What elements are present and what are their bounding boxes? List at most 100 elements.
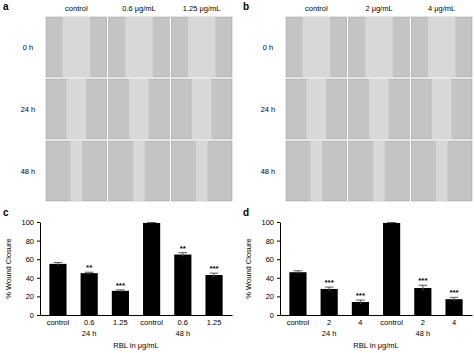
y-tick-mark: [37, 222, 40, 223]
y-tick-label: 80: [266, 237, 274, 246]
y-tick-label: 80: [26, 237, 34, 246]
x-tick: control: [287, 315, 310, 327]
significance: **: [180, 244, 187, 253]
y-tick-label: 100: [261, 218, 274, 227]
wound-region: [67, 79, 87, 139]
error-bar: [387, 222, 396, 224]
wound-region: [192, 79, 212, 139]
bar: [289, 272, 306, 315]
error-bar: [54, 262, 63, 265]
y-tick-label: 20: [266, 292, 274, 301]
x-tick: 1.25: [113, 315, 128, 327]
y-tick-label: 0: [30, 311, 34, 320]
panel-label: b: [243, 1, 249, 12]
wound-region: [129, 79, 149, 139]
error-bar-stem: [454, 297, 455, 301]
x-tick: 4: [452, 315, 456, 327]
y-axis-line: [280, 223, 281, 316]
y-tick-mark: [37, 241, 40, 242]
micrograph: [46, 17, 107, 77]
x-tick: 1.25: [207, 315, 222, 327]
plot-area: [49, 222, 222, 315]
micrograph: [109, 79, 170, 139]
micrograph: [286, 79, 347, 139]
error-bar: [179, 253, 188, 257]
column-label: 2 μg/mL: [365, 4, 392, 13]
error-bar: [147, 222, 156, 224]
wound-region: [369, 79, 389, 139]
y-tick-mark: [277, 278, 280, 279]
photo-panel: bcontrol2 μg/mL4 μg/mL0 h24 h48 h: [243, 1, 472, 201]
row-label: 24 h: [261, 105, 276, 114]
y-tick: 80: [26, 237, 40, 246]
error-bar-stem: [360, 300, 361, 304]
x-tick-label: 0.6: [178, 318, 188, 327]
y-tick-mark: [37, 296, 40, 297]
y-tick-mark: [37, 259, 40, 260]
chart: d020406080100control24control2424 h48 hR…: [243, 207, 473, 350]
wound-region: [125, 17, 153, 77]
x-tick: control: [140, 315, 163, 327]
micrograph: [109, 141, 170, 201]
wound-region: [311, 141, 323, 201]
y-tick: 0: [30, 311, 40, 320]
micrograph: [349, 79, 410, 139]
wound-region: [188, 17, 216, 77]
error-bar: [116, 290, 125, 292]
x-tick: 0.6: [84, 315, 94, 327]
significance: ***: [449, 288, 459, 297]
x-tick-label: 0.6: [84, 318, 94, 327]
y-axis: 020406080100: [21, 218, 40, 320]
wound-region: [63, 17, 91, 77]
error-bar-stem: [182, 253, 183, 257]
error-bar-cap: [147, 222, 156, 223]
y-tick: 60: [26, 255, 40, 264]
error-bar-cap: [387, 222, 396, 223]
error-bar: [325, 287, 334, 291]
x-tick-label: 4: [452, 318, 456, 327]
x-tick: control: [380, 315, 403, 327]
group-label: 24 h: [322, 329, 337, 338]
error-bar: [356, 300, 365, 304]
y-tick: 0: [270, 311, 280, 320]
micrograph: [171, 141, 232, 201]
wound-region: [373, 141, 385, 201]
y-tick-label: 0: [270, 311, 274, 320]
bar: [143, 223, 160, 315]
error-bar-stem: [214, 273, 215, 277]
bar: [352, 302, 369, 315]
panel-label: c: [3, 207, 9, 218]
bar: [174, 255, 191, 315]
x-tick: 2: [421, 315, 425, 327]
significance: **: [86, 263, 93, 272]
group-label: 48 h: [176, 329, 191, 338]
column-label: 4 μg/mL: [428, 4, 455, 13]
panel-label: d: [243, 207, 249, 218]
wound-region: [432, 79, 452, 139]
micrograph: [46, 79, 107, 139]
x-tick-label: 2: [327, 318, 331, 327]
micrograph: [411, 79, 472, 139]
x-axis-title: RBL in μg/mL: [353, 341, 398, 350]
x-axis-line: [281, 315, 473, 316]
x-axis-line: [41, 315, 233, 316]
y-axis-title: % Wound Closure: [244, 238, 253, 298]
y-tick-mark: [277, 259, 280, 260]
row-label: 48 h: [21, 167, 36, 176]
y-tick-mark: [37, 315, 40, 316]
wound-region: [133, 141, 145, 201]
y-tick-mark: [277, 315, 280, 316]
significance: ***: [209, 264, 219, 273]
row-label: 0 h: [263, 43, 273, 52]
wound-region: [436, 141, 448, 201]
micrograph: [109, 17, 170, 77]
bar: [81, 273, 98, 315]
wound-region: [365, 17, 393, 77]
bar: [383, 223, 400, 315]
photo-panel: acontrol0.6 μg/mL1.25 μg/mL0 h24 h48 h: [3, 1, 232, 201]
micrograph: [349, 141, 410, 201]
wound-region: [196, 141, 208, 201]
x-tick-label: 1.25: [113, 318, 128, 327]
significance: ***: [116, 281, 126, 290]
y-tick: 40: [266, 274, 280, 283]
